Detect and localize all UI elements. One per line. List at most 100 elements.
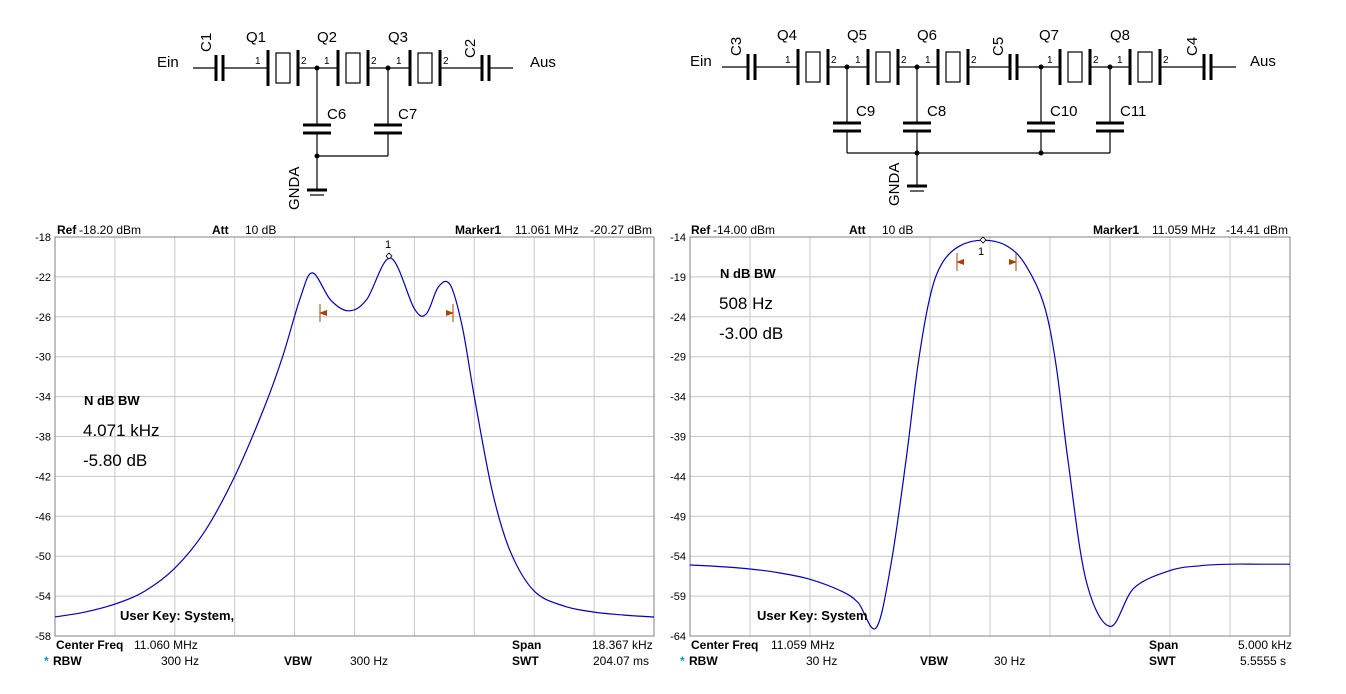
output-label: Aus xyxy=(530,54,556,71)
att-value: 10 dB xyxy=(882,223,913,237)
svg-text:Q5: Q5 xyxy=(847,27,867,44)
rbw-label: RBW xyxy=(689,654,718,668)
cap-label-c6: C6 xyxy=(327,106,346,123)
y-tick-label: -59 xyxy=(670,591,686,603)
svg-text:1: 1 xyxy=(785,55,791,66)
ndb-left-arrow xyxy=(956,259,964,265)
rbw-label: RBW xyxy=(53,654,82,668)
rbw-value: 30 Hz xyxy=(806,654,837,668)
y-tick-label: -34 xyxy=(35,392,51,404)
svg-text:Q2: Q2 xyxy=(317,29,337,46)
marker-level: -20.27 dBm xyxy=(590,223,652,237)
y-tick-label: -26 xyxy=(35,312,51,324)
crystal-q2: Q2 1 2 xyxy=(317,29,377,86)
plot-frame xyxy=(689,236,1291,637)
span-label: Span xyxy=(1149,638,1178,652)
svg-text:2: 2 xyxy=(443,56,449,67)
y-tick-label: -46 xyxy=(35,511,51,523)
swt-label: SWT xyxy=(512,654,539,668)
swt-value: 5.5555 s xyxy=(1240,654,1286,668)
crystal-q4: Q4 1 2 xyxy=(777,27,837,85)
y-tick-label: -38 xyxy=(35,432,51,444)
ndb-right-arrow xyxy=(446,310,454,316)
svg-text:1: 1 xyxy=(396,56,402,67)
svg-text:1: 1 xyxy=(1047,55,1053,66)
trace-line xyxy=(689,239,1290,630)
crystal-q6: Q6 1 2 xyxy=(917,27,977,85)
center-freq-label: Center Freq xyxy=(56,638,123,652)
ndb-level: -5.80 dB xyxy=(83,451,147,470)
y-tick-label: -50 xyxy=(35,551,51,563)
y-tick-label: -49 xyxy=(670,511,686,523)
marker-diamond xyxy=(979,236,987,244)
y-tick-label: -30 xyxy=(35,352,51,364)
cap-label-c5: C5 xyxy=(990,37,1007,56)
span-value: 5.000 kHz xyxy=(1238,638,1292,652)
rbw-star: * xyxy=(680,654,685,668)
y-tick-label: -64 xyxy=(670,631,686,643)
att-label: Att xyxy=(849,223,866,237)
crystal-q5: Q5 1 2 xyxy=(847,27,907,85)
cap-label-c10: C10 xyxy=(1050,103,1078,120)
svg-text:Q4: Q4 xyxy=(777,27,797,44)
input-label: Ein xyxy=(690,53,712,70)
y-tick-label: -29 xyxy=(670,352,686,364)
crystal-q7: Q7 1 2 xyxy=(1039,27,1099,85)
gnd-label: GNDA xyxy=(286,167,303,210)
schematic-right: Ein C3 Q4 1 2 Q5 1 2 xyxy=(690,27,1276,206)
ndb-title: N dB BW xyxy=(84,393,140,408)
vbw-label: VBW xyxy=(284,654,313,668)
grid xyxy=(690,237,1290,636)
svg-text:Q6: Q6 xyxy=(917,27,937,44)
center-freq-label: Center Freq xyxy=(691,638,758,652)
svg-text:1: 1 xyxy=(855,55,861,66)
svg-text:1: 1 xyxy=(255,56,261,67)
plot-frame xyxy=(54,236,655,637)
ndb-bandwidth: 508 Hz xyxy=(719,294,773,313)
span-label: Span xyxy=(512,638,541,652)
trace-line xyxy=(54,257,655,618)
input-label: Ein xyxy=(157,54,179,71)
y-tick-label: -54 xyxy=(35,591,51,603)
ndb-title: N dB BW xyxy=(720,266,776,281)
y-tick-label: -18 xyxy=(35,232,51,244)
gnd-label: GNDA xyxy=(886,163,903,206)
marker-level: -14.41 dBm xyxy=(1226,223,1288,237)
marker-freq: 11.059 MHz xyxy=(1152,223,1216,237)
plot-left: Ref -18.20 dBm Att 10 dB Marker1 11.061 … xyxy=(35,223,655,668)
ndb-right-arrow xyxy=(1009,259,1017,265)
cap-label-c7: C7 xyxy=(398,106,417,123)
plot-right: Ref -14.00 dBm Att 10 dB Marker1 11.059 … xyxy=(670,223,1292,668)
svg-text:2: 2 xyxy=(371,56,377,67)
marker-freq: 11.061 MHz xyxy=(515,223,579,237)
ref-value: -14.00 dBm xyxy=(713,223,775,237)
y-tick-labels: -18 -22 -26 -30 -34 -38 -42 -46 -50 -54 -58 xyxy=(35,232,51,643)
y-tick-label: -39 xyxy=(670,432,686,444)
marker-number: 1 xyxy=(978,246,984,258)
span-value: 18.367 kHz xyxy=(592,638,653,652)
svg-text:1: 1 xyxy=(925,55,931,66)
schematic-left: Ein C1 Q1 1 2 Q2 1 2 xyxy=(157,29,556,210)
rbw-star: * xyxy=(44,654,49,668)
crystal-q8: Q8 1 2 xyxy=(1110,27,1169,85)
svg-text:Q7: Q7 xyxy=(1039,27,1059,44)
svg-text:2: 2 xyxy=(1163,55,1169,66)
y-tick-labels: -14 -19 -24 -29 -34 -39 -44 -49 -54 -59 -64 xyxy=(670,232,686,643)
crystal-q3: Q3 1 2 xyxy=(388,29,449,86)
user-key: User Key: System xyxy=(757,608,868,623)
user-key: User Key: System, xyxy=(120,608,234,623)
ndb-bandwidth: 4.071 kHz xyxy=(83,421,160,440)
svg-text:2: 2 xyxy=(971,55,977,66)
y-tick-label: -34 xyxy=(670,392,686,404)
crystal-q1: Q1 1 2 xyxy=(246,29,307,86)
output-label: Aus xyxy=(1250,53,1276,70)
center-freq-value: 11.059 MHz xyxy=(771,638,835,652)
center-freq-value: 11.060 MHz xyxy=(134,638,198,652)
swt-label: SWT xyxy=(1149,654,1176,668)
marker-label: Marker1 xyxy=(1093,223,1139,237)
cap-label-c2: C2 xyxy=(462,39,479,58)
att-value: 10 dB xyxy=(245,223,276,237)
grid xyxy=(55,237,654,636)
cap-label-c8: C8 xyxy=(927,103,946,120)
